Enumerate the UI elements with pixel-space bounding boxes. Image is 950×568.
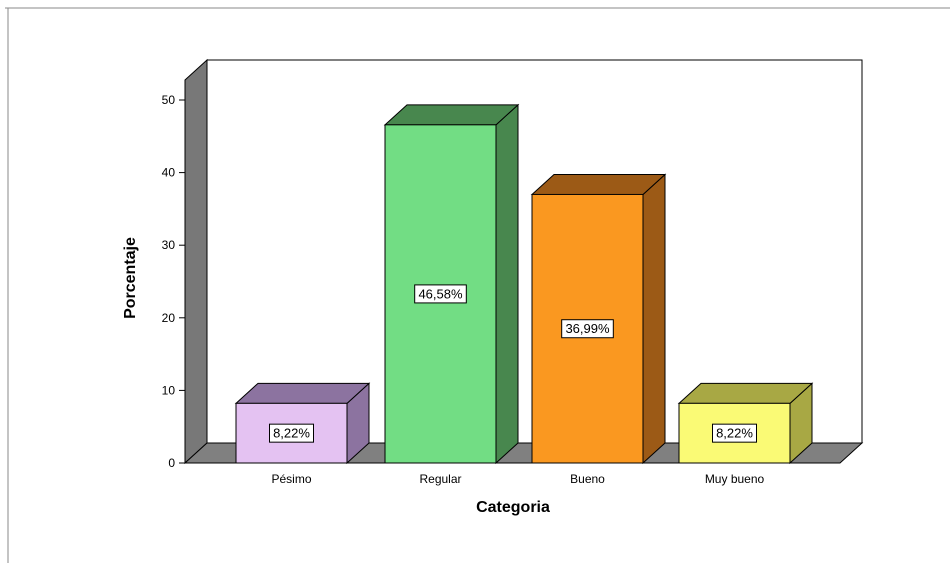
x-axis: Pésimo Regular Bueno Muy bueno xyxy=(271,472,764,486)
bars: 8,22% 46,58% 36,99% 8,22% xyxy=(234,103,814,465)
data-label: 8,22% xyxy=(716,426,753,441)
x-tick-label: Muy bueno xyxy=(705,472,765,486)
bar-1: 8,22% xyxy=(234,382,371,465)
data-label-box xyxy=(269,423,314,443)
data-label: 8,22% xyxy=(273,426,310,441)
bar-top xyxy=(530,173,667,195)
x-axis-label: Categoria xyxy=(476,499,550,516)
x-tick-label: Pésimo xyxy=(271,472,311,486)
bar-top xyxy=(383,104,520,126)
y-tick-label: 30 xyxy=(162,238,176,252)
bar-side xyxy=(642,173,666,465)
y-tick-label: 20 xyxy=(162,311,176,325)
bar-3: 36,99% xyxy=(530,173,667,465)
plot-left-wall xyxy=(184,58,208,465)
x-tick-label: Bueno xyxy=(570,472,605,486)
data-label-box xyxy=(712,423,757,443)
y-tick-label: 0 xyxy=(168,456,175,470)
y-axis-label: Porcentaje xyxy=(122,237,139,319)
bar-top xyxy=(234,382,371,404)
bar-top xyxy=(677,382,814,404)
data-label: 46,58% xyxy=(418,286,463,301)
y-tick-label: 10 xyxy=(162,383,176,397)
x-tick-label: Regular xyxy=(419,472,461,486)
bar-2: 46,58% xyxy=(383,103,520,465)
data-label-box xyxy=(414,284,467,304)
data-label-box xyxy=(561,319,614,339)
y-axis: 0 10 20 30 40 50 xyxy=(162,92,186,470)
data-label: 36,99% xyxy=(565,321,610,336)
y-tick-label: 40 xyxy=(162,166,176,180)
bar-side xyxy=(495,103,519,465)
y-tick-label: 50 xyxy=(162,93,176,107)
bar-4: 8,22% xyxy=(677,382,814,465)
